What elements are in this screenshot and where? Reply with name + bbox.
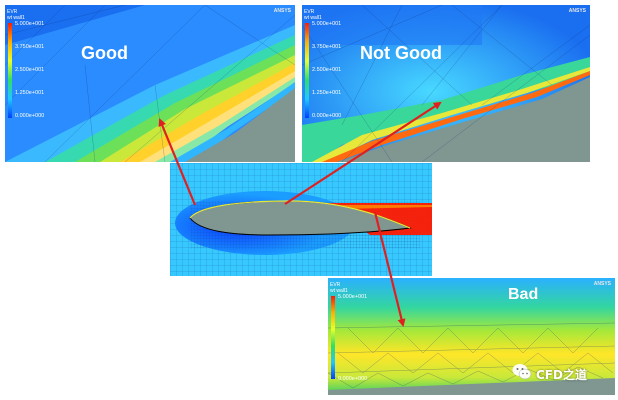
legend-tick: 5.000e+001 [15,21,45,27]
wechat-icon [512,363,532,385]
watermark: CFD之道 [512,364,587,384]
legend-tick: 3.750e+001 [15,44,45,50]
legend-tick: 1.250e+001 [15,90,45,96]
label-not-good: Not Good [360,43,442,63]
legend-tick: 3.750e+001 [312,44,342,50]
legend-tick: 0.000e+000 [338,376,368,382]
legend-tick: 2.500e+001 [312,67,342,73]
legend-tick: 0.000e+000 [15,113,45,119]
legend-tick: 1.250e+001 [312,90,342,96]
ansys-logo: ANSYS [273,8,291,14]
panel-airfoil [170,163,432,276]
panel-bad: EVR wt wall1 5.000e+001 0.000e+000 ANSYS … [328,278,615,395]
color-bar [331,296,335,379]
ansys-logo: ANSYS [593,281,611,287]
panel-good: EVR wt wall1 5.000e+001 3.750e+001 2.500e… [5,5,295,162]
color-bar [8,23,12,118]
legend-title: EVR wt wall1 [330,282,348,294]
airfoil-mesh [170,163,432,276]
legend-tick: 5.000e+001 [338,294,368,300]
legend-title: EVR wt wall1 [7,9,25,21]
label-good: Good [81,43,128,63]
legend-tick: 5.000e+001 [312,21,342,27]
legend-title: EVR wt wall1 [304,9,322,21]
legend-tick: 0.000e+000 [312,113,342,119]
label-bad: Bad [508,286,539,303]
legend-tick: 2.500e+001 [15,67,45,73]
color-bar [305,23,309,118]
panel-not-good: EVR wt wall1 5.000e+001 3.750e+001 2.500e… [302,5,590,162]
contour-good [5,5,295,162]
watermark-text: CFD之道 [536,367,587,382]
contour-not-good [302,5,590,162]
ansys-logo: ANSYS [568,8,586,14]
